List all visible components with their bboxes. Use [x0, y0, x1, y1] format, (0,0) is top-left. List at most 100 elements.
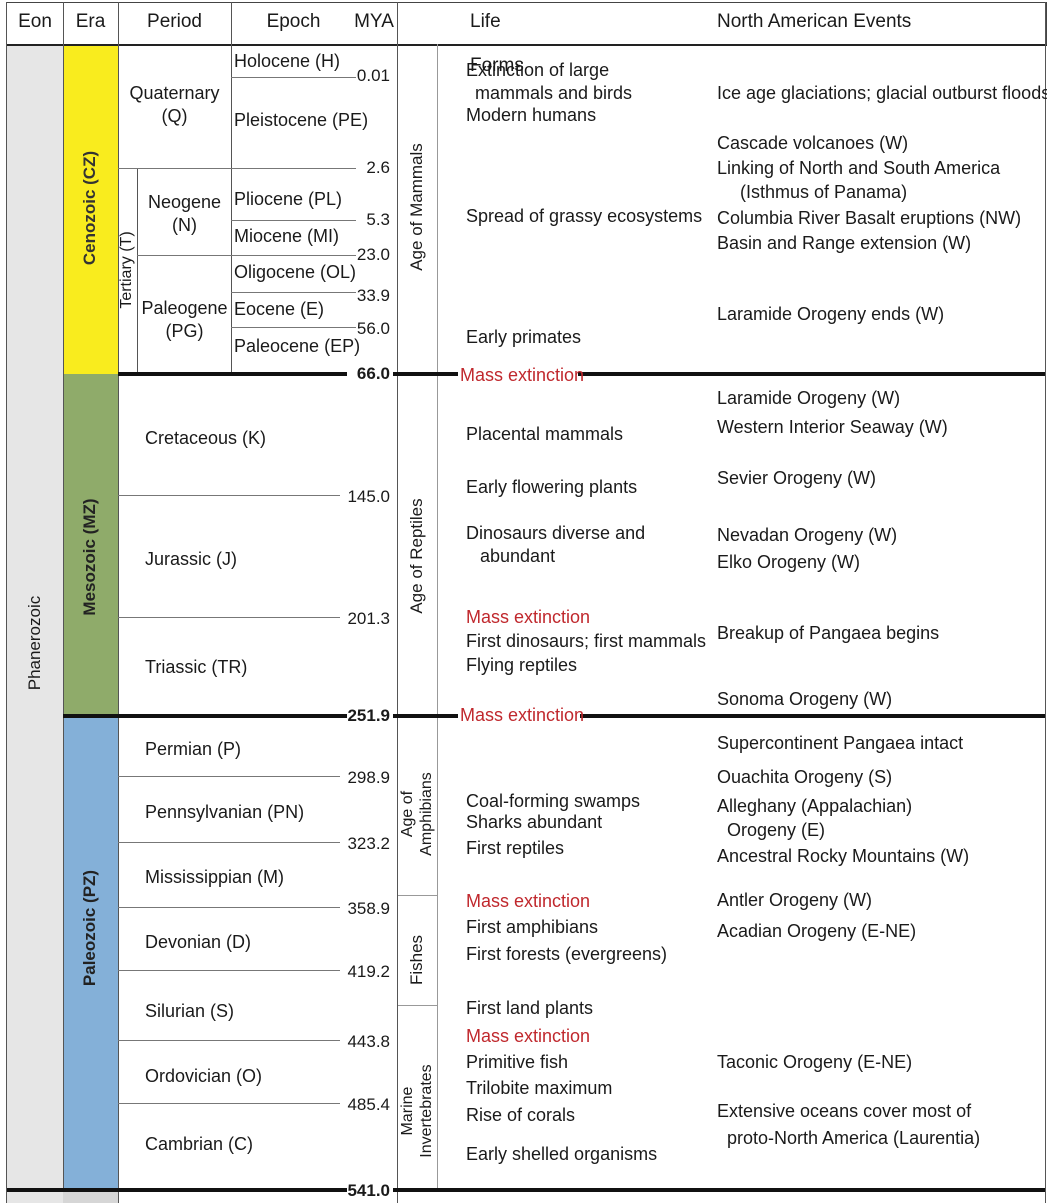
event: Laramide Orogeny ends (W) [717, 304, 945, 324]
mya-value: 145.0 [347, 487, 390, 506]
age-line-fishes-invertebrates [398, 1005, 437, 1006]
mya-value: 201.3 [347, 609, 390, 628]
event: Nevadan Orogeny (W) [717, 525, 898, 545]
age-of-reptiles: Age of Reptiles [407, 498, 426, 614]
event: proto-North America (Laurentia) [727, 1128, 981, 1148]
life-form: Trilobite maximum [466, 1078, 613, 1098]
mya-value: 56.0 [356, 319, 390, 338]
cenozoic-era-band [63, 44, 118, 374]
mass-extinction-label: Mass extinction [466, 1026, 591, 1046]
event: Antler Orogeny (W) [717, 890, 873, 910]
header-epoch: Epoch [266, 11, 321, 32]
line-oligocene [231, 292, 356, 293]
line-323 [118, 842, 340, 843]
life-form: Spread of grassy ecosystems [466, 206, 703, 226]
life-form: First forests (evergreens) [466, 944, 668, 964]
event: Orogeny (E) [727, 820, 826, 840]
boundary-541-right [393, 1188, 1045, 1192]
line-419 [118, 970, 340, 971]
epoch-oligocene: Oligocene (OL) [234, 262, 357, 282]
epoch-eocene: Eocene (E) [234, 299, 325, 319]
event: Sonoma Orogeny (W) [717, 689, 893, 709]
epoch-pleistocene: Pleistocene (PE) [234, 110, 369, 130]
mya-value: 541.0 [347, 1181, 390, 1200]
boundary-251 [63, 714, 347, 718]
divider-epoch-column [231, 44, 232, 374]
table-left-border [6, 2, 7, 1203]
period-cambrian: Cambrian (C) [145, 1134, 254, 1154]
life-form: Early shelled organisms [466, 1144, 658, 1164]
boundary-251-mid [393, 714, 458, 718]
divider-age-life [437, 44, 438, 1190]
epoch-holocene: Holocene (H) [234, 51, 341, 71]
period-triassic: Triassic (TR) [145, 657, 248, 677]
life-form: abundant [480, 546, 556, 566]
life-form: mammals and birds [475, 83, 633, 103]
period-silurian: Silurian (S) [145, 1001, 235, 1021]
lower-eon-fill [7, 1192, 63, 1203]
life-form: Early flowering plants [466, 477, 638, 497]
era-cenozoic: Cenozoic (CZ) [80, 150, 99, 266]
divider-tertiary [137, 168, 138, 374]
mya-value: 66.0 [356, 364, 390, 383]
life-form: Dinosaurs diverse and [466, 523, 646, 543]
line-quaternary [118, 168, 356, 169]
period-permian: Permian (P) [145, 739, 242, 759]
mya-value: 23.0 [356, 245, 390, 264]
life-form: Sharks abundant [466, 812, 603, 832]
header-period: Period [147, 11, 202, 32]
divider-era-period [118, 2, 119, 1203]
paleozoic-era-band [63, 716, 118, 1190]
mya-value: 323.2 [347, 834, 390, 853]
sub-era-tertiary: Tertiary (T) [118, 231, 135, 309]
life-form: Early primates [466, 327, 582, 347]
mya-value: 2.6 [366, 158, 390, 177]
mya-value: 298.9 [347, 768, 390, 787]
mya-value: 5.3 [366, 210, 390, 229]
event: Alleghany (Appalachian) [717, 796, 913, 816]
epoch-miocene: Miocene (MI) [234, 226, 340, 246]
period-mississippian: Mississippian (M) [145, 867, 285, 887]
age-marine-invertebrates: Marine Invertebrates [399, 1064, 435, 1158]
event: Ice age glaciations; glacial outburst fl… [717, 83, 1047, 103]
era-paleozoic: Paleozoic (PZ) [80, 869, 99, 987]
line-eocene [231, 327, 356, 328]
event: Ouachita Orogeny (S) [717, 767, 893, 787]
line-298 [118, 776, 340, 777]
mya-value: 251.9 [347, 706, 390, 725]
period-ordovician: Ordovician (O) [145, 1066, 263, 1086]
event: Extensive oceans cover most of [717, 1101, 972, 1121]
mass-extinction-label: Mass extinction [460, 705, 585, 725]
divider-eon-era [63, 2, 64, 1203]
age-of-amphibians: Age of Amphibians [399, 772, 435, 856]
event: Western Interior Seaway (W) [717, 417, 948, 437]
age-line-amphibians-fishes [398, 895, 437, 896]
line-358 [118, 907, 340, 908]
line-145 [118, 495, 340, 496]
event: Acadian Orogeny (E-NE) [717, 921, 917, 941]
table-right-border [1045, 2, 1046, 1203]
period-quaternary: Quaternary (Q) [129, 83, 220, 126]
life-form: First amphibians [466, 917, 599, 937]
mya-value: 443.8 [347, 1032, 390, 1051]
life-form: Flying reptiles [466, 655, 578, 675]
header-life-forms: Life Forms [470, 11, 524, 76]
mesozoic-era-band [63, 374, 118, 716]
mass-extinction-label: Mass extinction [466, 607, 591, 627]
event: Supercontinent Pangaea intact [717, 733, 964, 753]
header-events: North American Events [717, 11, 912, 32]
mya-value: 358.9 [347, 899, 390, 918]
life-form: First dinosaurs; first mammals [466, 631, 707, 651]
divider-mya-age [397, 2, 398, 1203]
event: Cascade volcanoes (W) [717, 133, 909, 153]
eon-column-fill [7, 44, 63, 1203]
line-443 [118, 1040, 340, 1041]
mya-value: 485.4 [347, 1095, 390, 1114]
epoch-paleocene: Paleocene (EP) [234, 336, 361, 356]
event: (Isthmus of Panama) [740, 182, 908, 202]
life-form: Extinction of large [466, 60, 610, 80]
boundary-66-mid [393, 372, 458, 376]
header-eon: Eon [18, 11, 52, 32]
period-jurassic: Jurassic (J) [145, 549, 238, 569]
mya-value: 0.01 [356, 66, 390, 85]
